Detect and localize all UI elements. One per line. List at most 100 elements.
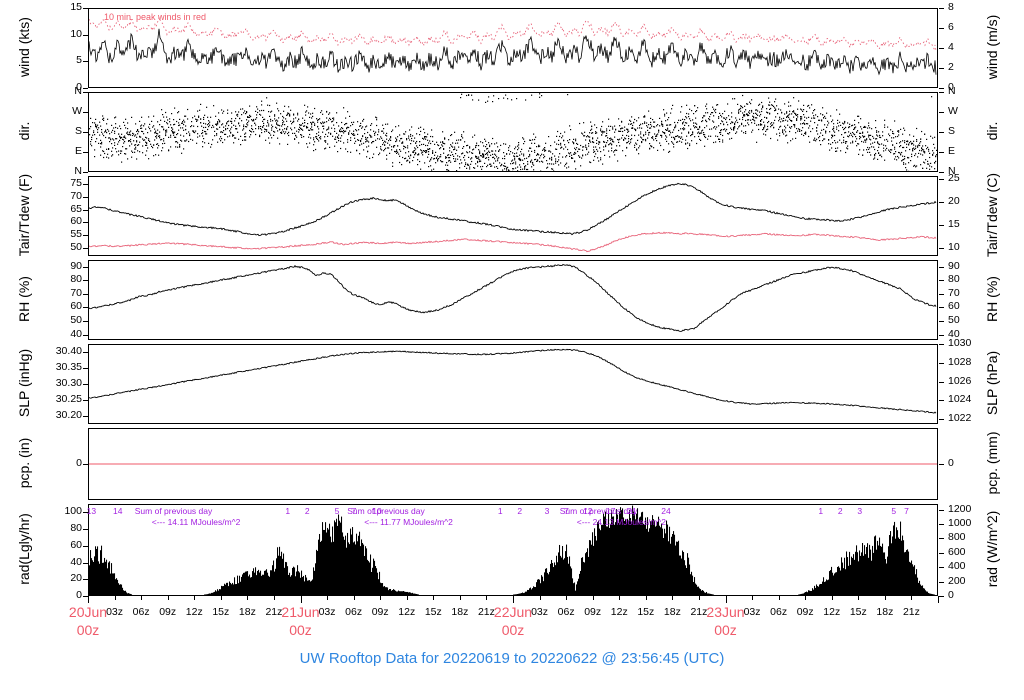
xaxis-hour-label-3-2: 09z: [796, 606, 814, 618]
tick-r-temp-3: 10: [948, 241, 960, 254]
tick-r-rh-3: 60: [948, 300, 960, 313]
xaxis-hour-label-2-3: 12z: [610, 606, 628, 618]
xtick-6: [247, 596, 248, 600]
tickmark-l-slp-2: [83, 384, 88, 385]
tickmark-r-wind-0: [939, 8, 944, 9]
tick-r-rad-1: 1000: [948, 517, 972, 529]
xaxis-hour-label-1-6: 21z: [477, 606, 495, 618]
tickmark-l-temp-4: [83, 235, 88, 236]
xaxis-hour-label-0-3: 12z: [185, 606, 203, 618]
tickmark-l-pcp-0: [83, 464, 88, 465]
tick-l-dir-2: S: [74, 125, 82, 137]
tickmark-l-rad-3: [83, 563, 88, 564]
tick-l-slp-1: 30.35: [55, 361, 82, 373]
tick-l-slp-0: 30.40: [55, 345, 82, 357]
tick-l-dir-1: W: [72, 105, 82, 117]
tick-r-dir-4: N: [948, 165, 956, 177]
tick-l-rh-3: 60: [70, 300, 82, 313]
tickmark-r-wind-3: [939, 68, 944, 69]
tickmark-l-temp-2: [83, 210, 88, 211]
tick-r-dir-3: E: [948, 145, 956, 157]
xaxis-hour-label-2-5: 18z: [663, 606, 681, 618]
tickmark-l-dir-1: [83, 112, 88, 113]
xtick-19: [593, 596, 594, 600]
tickmark-l-temp-5: [83, 248, 88, 249]
xtick-2: [141, 596, 142, 600]
tick-l-rad-5: 0: [76, 589, 82, 601]
xtick-21: [646, 596, 647, 600]
tick-l-rad-4: 20: [70, 572, 82, 585]
tickmark-r-rh-5: [939, 335, 944, 336]
panel-rh: [88, 260, 938, 340]
rad-peak-label-5: 7: [351, 506, 357, 516]
tickmark-l-rh-2: [83, 294, 88, 295]
xtick-10: [354, 596, 355, 600]
tickmark-l-temp-3: [83, 222, 88, 223]
tickmark-l-rh-0: [83, 267, 88, 268]
tick-r-rad-5: 200: [948, 574, 966, 587]
tick-r-slp-3: 1024: [948, 393, 972, 406]
tick-r-pcp-0: 0: [948, 457, 954, 469]
tick-l-wind-1: 10: [70, 27, 82, 40]
xtick-12: [407, 596, 408, 600]
xtick-3: [168, 596, 169, 600]
tick-r-rad-6: 0: [948, 589, 954, 601]
tick-l-wind-2: 5: [76, 54, 82, 67]
trace-dew-point: [89, 231, 937, 253]
tick-r-wind-2: 4: [948, 41, 954, 53]
rad-peak-label-15: 1: [818, 506, 824, 516]
tickmark-r-slp-4: [939, 419, 944, 420]
rad-peak-label-9: 3: [544, 506, 550, 516]
tickmark-l-dir-4: [83, 172, 88, 173]
xtick-11: [380, 596, 381, 600]
xaxis-day-hour-3: 00z: [714, 622, 737, 638]
rad-peak-label-8: 2: [517, 506, 523, 516]
xaxis-hour-label-0-5: 18z: [238, 606, 256, 618]
tick-l-temp-2: 65: [70, 202, 82, 215]
xaxis-hour-label-2-4: 15z: [637, 606, 655, 618]
xtick-18: [566, 596, 567, 600]
xaxis-hour-label-1-3: 12z: [398, 606, 416, 618]
tick-l-slp-2: 30.30: [55, 377, 82, 389]
rad-annotation-4: Sum of previous day: [559, 506, 638, 516]
trace-air-temperature: [89, 182, 937, 237]
panel-wind: [88, 8, 938, 88]
xaxis-hour-label-3-6: 21z: [902, 606, 920, 618]
tickmark-r-temp-0: [939, 179, 944, 180]
tick-r-rh-2: 70: [948, 286, 960, 299]
tickmark-r-wind-1: [939, 28, 944, 29]
trace-wind-speed: [89, 28, 937, 76]
tickmark-l-rh-3: [83, 307, 88, 308]
xaxis-hour-label-3-3: 12z: [823, 606, 841, 618]
tick-l-dir-0: N: [74, 85, 82, 97]
plot-area-rad: [89, 505, 936, 595]
xtick-14: [460, 596, 461, 600]
xaxis-hour-label-1-2: 09z: [371, 606, 389, 618]
axis-label-left-rad: rad(Lgly/hr): [16, 513, 32, 585]
plot-area-rh: [89, 263, 937, 332]
tick-l-wind-0: 15: [70, 1, 82, 13]
xaxis-hour-label-2-1: 06z: [557, 606, 575, 618]
tick-l-temp-0: 75: [70, 176, 82, 189]
xtick-0: [88, 596, 89, 603]
tickmark-r-pcp-0: [939, 464, 944, 465]
tickmark-l-wind-3: [83, 88, 88, 89]
rad-peak-label-16: 2: [837, 506, 843, 516]
rad-annotation-2: Sum of previous day: [347, 506, 425, 516]
tickmark-l-slp-0: [83, 352, 88, 353]
tickmark-l-dir-0: [83, 92, 88, 93]
tickmark-r-rad-2: [939, 538, 944, 539]
tick-l-temp-4: 55: [70, 228, 82, 241]
wind-legend-note: 10 min. peak winds in red: [104, 12, 207, 22]
xtick-4: [194, 596, 195, 600]
scatter-wind-direction: [89, 93, 937, 171]
tickmark-l-slp-4: [83, 416, 88, 417]
panel-pcp: [88, 428, 938, 500]
xtick-22: [672, 596, 673, 600]
tickmark-r-temp-3: [939, 248, 944, 249]
xtick-13: [433, 596, 434, 600]
tickmark-l-rh-5: [83, 335, 88, 336]
rad-peak-label-6: 10: [372, 506, 382, 516]
tick-l-temp-5: 50: [70, 241, 82, 254]
tickmark-l-rh-4: [83, 321, 88, 322]
